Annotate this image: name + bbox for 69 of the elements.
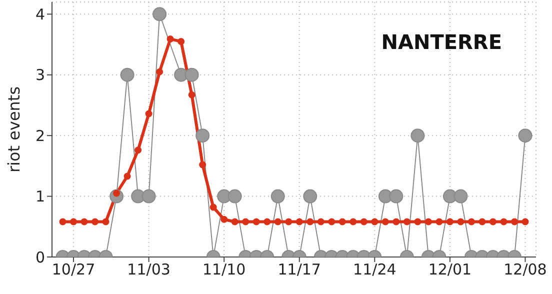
point	[317, 218, 324, 226]
point	[145, 110, 152, 118]
y-tick-label: 2	[35, 126, 45, 145]
point	[489, 218, 496, 226]
point	[252, 218, 260, 226]
point	[274, 218, 282, 226]
point	[270, 189, 285, 204]
x-tick-label: 10/27	[52, 260, 96, 279]
y-tick-label: 1	[35, 188, 45, 206]
y-tick-label: 0	[35, 248, 45, 266]
point	[446, 218, 454, 226]
point	[199, 161, 206, 168]
point	[338, 218, 346, 226]
point	[454, 189, 468, 204]
point	[522, 218, 529, 226]
point	[306, 218, 314, 226]
point	[70, 218, 78, 226]
x-tick-label: 12/08	[504, 260, 547, 279]
x-tick-label: 11/24	[353, 260, 396, 279]
point	[414, 218, 422, 226]
point	[389, 189, 404, 204]
text: NANTERRE	[381, 30, 502, 54]
point	[102, 218, 110, 226]
point	[436, 218, 443, 226]
point	[166, 36, 174, 43]
point	[518, 128, 532, 143]
y-tick-label: 3	[35, 66, 45, 84]
point	[242, 218, 250, 226]
point	[264, 218, 271, 226]
point	[457, 218, 464, 226]
point	[350, 218, 357, 226]
point	[152, 7, 167, 22]
point	[500, 218, 508, 226]
point	[124, 172, 131, 180]
x-tick-label: 11/03	[127, 260, 170, 279]
point	[382, 218, 389, 226]
point	[188, 91, 196, 98]
point	[392, 218, 400, 226]
point	[134, 146, 142, 154]
point	[468, 218, 475, 226]
point	[120, 68, 134, 82]
point	[220, 216, 228, 223]
point	[285, 218, 292, 226]
x-tick-label: 11/10	[202, 260, 246, 279]
point	[328, 218, 336, 226]
x-tick-label: 12/01	[428, 260, 472, 279]
point	[156, 68, 164, 76]
point	[178, 38, 185, 45]
y-axis-title: riot events	[4, 86, 24, 173]
point	[478, 218, 486, 226]
point	[424, 218, 432, 226]
point	[142, 189, 156, 204]
y-tick-label: 4	[35, 5, 45, 24]
point	[184, 68, 199, 82]
point	[371, 218, 378, 226]
point	[228, 189, 242, 204]
point	[510, 218, 518, 226]
point	[410, 128, 425, 143]
point	[360, 218, 368, 226]
point	[196, 128, 210, 143]
x-tick-label: 11/17	[278, 260, 321, 279]
point	[59, 218, 66, 226]
point	[403, 218, 410, 226]
point	[80, 218, 88, 226]
point	[92, 218, 99, 226]
point	[231, 218, 238, 226]
point	[210, 204, 217, 211]
point	[296, 218, 303, 226]
point	[303, 189, 318, 204]
